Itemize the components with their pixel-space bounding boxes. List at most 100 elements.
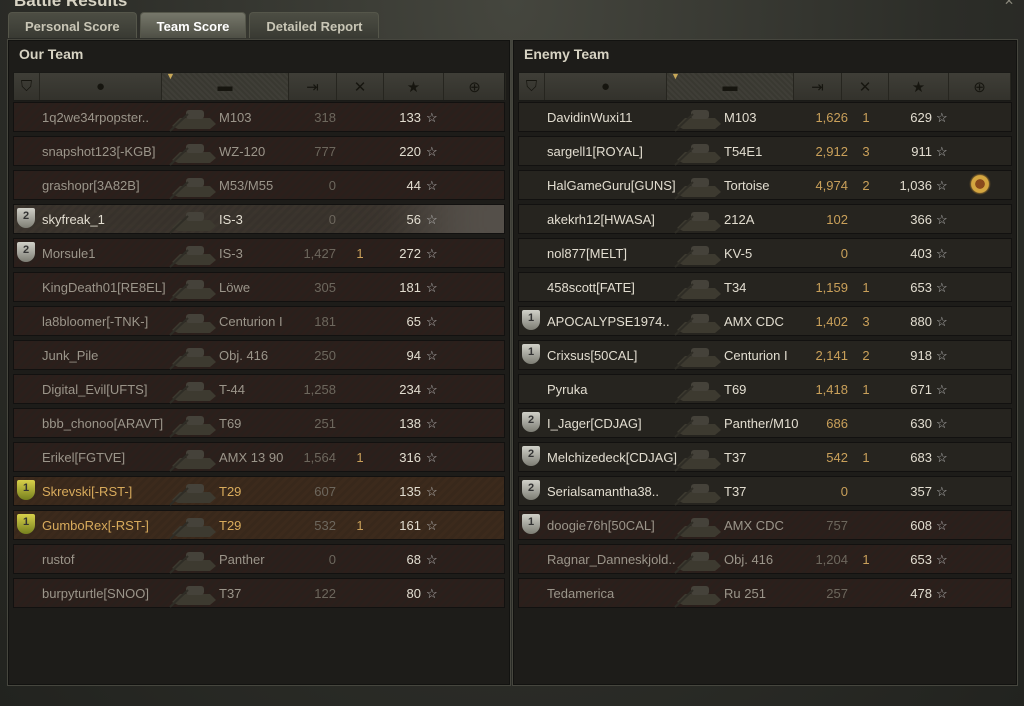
tank-name: WZ-120 [219,144,266,159]
sort-caret-icon: ▼ [671,71,680,81]
player-name: skyfreak_1 [42,212,105,227]
experience-star-icon: ☆ [936,518,948,533]
damage-value: 1,258 [303,382,336,397]
player-row[interactable]: la8bloomer[-TNK-] Centurion I 181 65 ☆ [13,306,505,336]
tank-image-icon [166,406,220,438]
tank-name: AMX 13 90 [219,450,284,465]
experience-star-icon: ☆ [936,212,948,227]
kills-value: 1 [356,518,364,533]
damage-value: 305 [314,280,336,295]
header-medal[interactable]: ⊕ [444,73,506,100]
player-row[interactable]: 2 I_Jager[CDJAG] Panther/M10 686 630 ☆ [518,408,1012,438]
experience-value: 1,036 [899,178,932,193]
player-name: HalGameGuru[GUNS] [547,178,676,193]
player-row[interactable]: DavidinWuxi11 M103 1,626 1 629 ☆ [518,102,1012,132]
header-damage[interactable]: ⇥ [794,73,842,100]
player-icon: ● [600,78,611,95]
player-row[interactable]: 2 Melchizedeck[CDJAG] T37 542 1 683 ☆ [518,442,1012,472]
tank-name: AMX CDC [724,314,784,329]
header-medal[interactable]: ⊕ [949,73,1011,100]
player-row[interactable]: 458scott[FATE] T34 1,159 1 653 ☆ [518,272,1012,302]
damage-icon: ⇥ [811,78,824,96]
player-row[interactable]: KingDeath01[RE8EL] Löwe 305 181 ☆ [13,272,505,302]
experience-star-icon: ☆ [426,416,438,431]
damage-value: 0 [840,484,848,499]
tank-name: Panther/M10 [724,416,799,431]
tank-name: T29 [219,484,242,499]
player-name: Digital_Evil[UFTS] [42,382,148,397]
player-row[interactable]: Digital_Evil[UFTS] T-44 1,258 234 ☆ [13,374,505,404]
player-name: burpyturtle[SNOO] [42,586,149,601]
experience-value: 608 [910,518,932,533]
tank-image-icon [671,168,725,200]
tab-detailed-report[interactable]: Detailed Report [249,12,380,38]
player-row[interactable]: HalGameGuru[GUNS] Tortoise 4,974 2 1,036 ☆ [518,170,1012,200]
damage-value: 757 [826,518,848,533]
player-row[interactable]: 1q2we34rpopster.. M103 318 133 ☆ [13,102,505,132]
player-row[interactable]: snapshot123[-KGB] WZ-120 777 220 ☆ [13,136,505,166]
header-tank[interactable]: ▬ ▼ [162,71,289,100]
close-icon[interactable]: ✕ [1003,0,1014,8]
tank-name: T37 [724,484,747,499]
player-row[interactable]: nol877[MELT] KV-5 0 403 ☆ [518,238,1012,268]
window-title: Battle Results [14,0,128,10]
header-experience-star[interactable]: ★ [384,73,444,100]
player-row[interactable]: Erikel[FGTVE] AMX 13 90 1,564 1 316 ☆ [13,442,505,472]
experience-star-icon: ☆ [936,246,948,261]
header-kills[interactable]: ✕ [337,73,384,100]
player-row[interactable]: 1 GumboRex[-RST-] T29 532 1 161 ☆ [13,510,505,540]
player-row[interactable]: akekrh12[HWASA] 212A 102 366 ☆ [518,204,1012,234]
experience-star-icon: ☆ [426,178,438,193]
tank-name: T37 [219,586,242,601]
player-row[interactable]: Ragnar_Danneskjold.. Obj. 416 1,204 1 653 ☆ [518,544,1012,574]
player-row[interactable]: 1 Skrevski[-RST-] T29 607 135 ☆ [13,476,505,506]
player-row[interactable]: 1 APOCALYPSE1974.. AMX CDC 1,402 3 880 ☆ [518,306,1012,336]
header-experience-star[interactable]: ★ [889,73,949,100]
experience-value: 683 [910,450,932,465]
platoon-badge-icon: 1 [17,480,35,500]
player-row[interactable]: grashopr[3A82B] M53/M55 0 44 ☆ [13,170,505,200]
platoon-badge-icon: 2 [522,446,540,466]
player-row[interactable]: 1 doogie76h[50CAL] AMX CDC 757 608 ☆ [518,510,1012,540]
player-row[interactable]: burpyturtle[SNOO] T37 122 80 ☆ [13,578,505,608]
tank-image-icon [166,542,220,574]
platoon-badge-icon: 1 [522,310,540,330]
player-row[interactable]: Junk_Pile Obj. 416 250 94 ☆ [13,340,505,370]
header-player[interactable]: ● [545,73,667,100]
damage-value: 0 [840,246,848,261]
player-row[interactable]: Tedamerica Ru 251 257 478 ☆ [518,578,1012,608]
tab-personal-score[interactable]: Personal Score [8,12,137,38]
experience-star-icon: ☆ [426,212,438,227]
tank-image-icon [671,202,725,234]
tank-image-icon [166,372,220,404]
damage-value: 2,141 [815,348,848,363]
player-row[interactable]: bbb_chonoo[ARAVT] T69 251 138 ☆ [13,408,505,438]
kills-value: 1 [356,450,364,465]
experience-value: 918 [910,348,932,363]
header-player[interactable]: ● [40,73,162,100]
header-kills[interactable]: ✕ [842,73,889,100]
header-tank[interactable]: ▬ ▼ [667,71,794,100]
player-name: Skrevski[-RST-] [42,484,133,499]
header-platoon[interactable]: ⛉ [14,73,40,100]
player-row[interactable]: 1 Crixsus[50CAL] Centurion I 2,141 2 918 ☆ [518,340,1012,370]
player-row[interactable]: rustof Panther 0 68 ☆ [13,544,505,574]
player-row[interactable]: sargell1[ROYAL] T54E1 2,912 3 911 ☆ [518,136,1012,166]
player-name: Morsule1 [42,246,96,261]
player-name: Junk_Pile [42,348,99,363]
kills-value: 2 [862,348,870,363]
tank-image-icon [671,576,725,608]
tank-image-icon [671,542,725,574]
player-row[interactable]: 2 Morsule1 IS-3 1,427 1 272 ☆ [13,238,505,268]
player-row[interactable]: 2 Serialsamantha38.. T37 0 357 ☆ [518,476,1012,506]
medal-icon[interactable] [969,173,991,195]
tank-icon: ▬ [722,78,738,95]
tank-name: T54E1 [724,144,763,159]
player-row[interactable]: 2 skyfreak_1 IS-3 0 56 ☆ [13,204,505,234]
player-row[interactable]: Pyruka T69 1,418 1 671 ☆ [518,374,1012,404]
header-damage[interactable]: ⇥ [289,73,337,100]
tab-team-score[interactable]: Team Score [139,12,247,38]
header-platoon[interactable]: ⛉ [519,73,545,100]
experience-star-icon: ☆ [936,552,948,567]
tank-image-icon [671,406,725,438]
